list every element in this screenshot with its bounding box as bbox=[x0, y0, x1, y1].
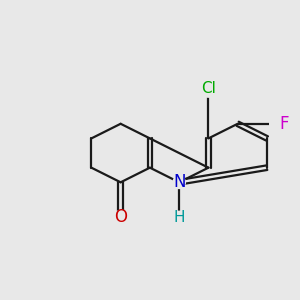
Circle shape bbox=[278, 118, 291, 130]
Text: O: O bbox=[114, 208, 127, 226]
Circle shape bbox=[200, 80, 217, 97]
Text: F: F bbox=[280, 115, 289, 133]
Circle shape bbox=[173, 211, 185, 224]
Circle shape bbox=[114, 211, 128, 224]
Text: Cl: Cl bbox=[201, 81, 216, 96]
Text: N: N bbox=[173, 173, 185, 191]
Circle shape bbox=[173, 176, 185, 188]
Text: H: H bbox=[173, 210, 185, 225]
